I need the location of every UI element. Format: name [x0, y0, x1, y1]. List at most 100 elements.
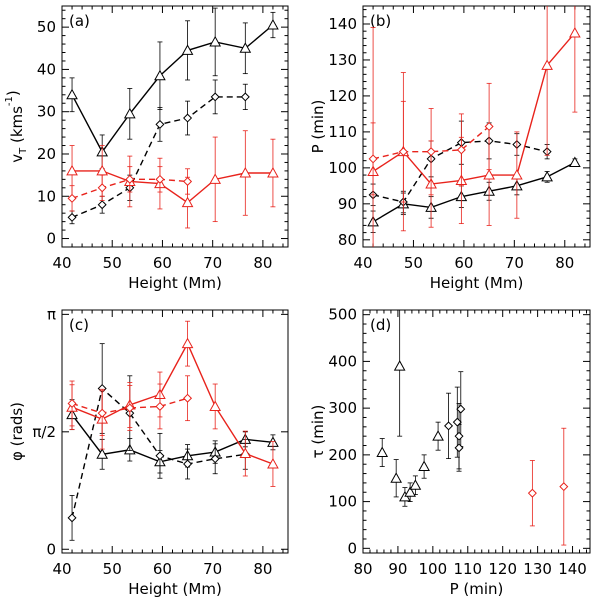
plot-frame: [61, 309, 289, 554]
series-line: [71, 96, 246, 219]
y-tick-label: 90: [338, 195, 357, 213]
diamond-marker: [444, 421, 454, 431]
diamond-marker: [210, 92, 220, 102]
diamond-marker: [456, 404, 466, 414]
x-axis-label: Height (Mm): [128, 274, 222, 292]
y-tick-label: 100: [328, 159, 357, 177]
diamond-marker: [67, 513, 77, 523]
panel-label: (a): [69, 12, 90, 30]
diamond-marker: [484, 121, 494, 132]
series-red-solid-triangle: [367, 6, 581, 247]
triangle-marker: [181, 44, 194, 55]
diamond-marker: [456, 145, 466, 155]
y-tick-label: 130: [328, 51, 357, 69]
y-axis-label: vT (kms-1): [4, 90, 29, 163]
x-tick-label: 50: [103, 254, 122, 272]
y-tick-label: 100: [328, 493, 357, 511]
x-tick-label: 130: [523, 560, 552, 578]
x-tick-label: 80: [555, 254, 574, 272]
x-tick-label: 100: [419, 560, 448, 578]
x-tick-label: 40: [52, 254, 71, 272]
x-tick-label: 140: [558, 560, 587, 578]
y-axis-label-sub: T: [18, 147, 29, 155]
triangle-marker: [418, 460, 430, 472]
triangle-marker: [209, 173, 222, 184]
x-tick-label: 50: [103, 560, 122, 578]
triangle-marker: [239, 166, 252, 178]
series-line: [372, 125, 490, 160]
series-black-solid-triangle: [66, 7, 279, 170]
y-axis-label: φ (rads): [8, 402, 26, 461]
y-tick-label: 30: [37, 103, 56, 121]
series-line: [372, 32, 576, 185]
series-line: [71, 397, 188, 414]
triangle-marker: [390, 472, 403, 483]
diamond-marker: [183, 393, 193, 403]
diamond-marker: [97, 183, 107, 193]
y-tick-label: 40: [37, 60, 56, 78]
series-line: [71, 24, 274, 154]
series-black-triangle: [376, 310, 444, 507]
panel-a: 40 50 60 70 80 0 10 20 30 40 50 Height (Mm) vT (kms-…: [4, 5, 289, 292]
y-axis-label-main: v: [8, 154, 26, 163]
x-tick-label: 90: [388, 560, 407, 578]
panel-label: (d): [370, 316, 391, 334]
y-tick-label: 300: [328, 399, 357, 417]
triangle-marker: [511, 169, 523, 180]
triangle-marker: [393, 360, 406, 371]
diamond-marker: [97, 408, 107, 418]
series-black-dashed-diamond: [67, 343, 250, 541]
triangle-marker: [96, 448, 109, 459]
diamond-marker: [240, 92, 250, 102]
series-black-solid-triangle: [367, 156, 581, 234]
x-tick-label: 60: [454, 254, 473, 272]
x-tick-label: 60: [153, 254, 172, 272]
diamond-marker: [125, 174, 135, 184]
x-tick-label: 70: [203, 560, 222, 578]
triangle-marker: [66, 164, 78, 176]
y-tick-label: 80: [338, 231, 357, 249]
panel-d: 80 90 100 110 120 130 140 0 100 200 300 400 500 P (mi…: [309, 306, 591, 598]
y-tick-label: π/2: [32, 423, 56, 441]
x-tick-label: 60: [153, 560, 172, 578]
diamond-marker: [398, 147, 408, 157]
y-tick-label: 0: [46, 540, 56, 558]
series-black-dashed-diamond: [67, 79, 250, 225]
diamond-marker: [210, 454, 220, 464]
diamond-marker: [454, 431, 464, 441]
y-axis-label: P (min): [309, 100, 327, 154]
y-tick-label: π: [47, 305, 56, 323]
x-axis-label: Height (Mm): [430, 274, 524, 292]
series-red-diamond: [527, 427, 569, 546]
y-tick-label: 120: [328, 87, 357, 105]
diamond-marker: [559, 482, 569, 492]
y-tick-label: 400: [328, 352, 357, 370]
triangle-marker: [569, 26, 581, 38]
panel-label: (c): [69, 316, 89, 334]
x-tick-label: 40: [52, 560, 71, 578]
triangle-marker: [541, 170, 553, 182]
y-tick-label: 0: [347, 539, 357, 557]
x-tick-label: 80: [253, 560, 272, 578]
triangle-marker: [483, 169, 495, 180]
triangle-marker: [267, 457, 279, 469]
plot-frame: [362, 309, 591, 554]
x-axis-label: Height (Mm): [128, 580, 222, 598]
panel-c: 40 50 60 70 80 0 π/2 π Height (Mm) φ (rads) (c): [8, 305, 289, 598]
diamond-marker: [527, 488, 537, 498]
triangle-marker: [569, 156, 581, 167]
panel-b: 40 50 60 70 80 80 90 100 110 120 130 140 Height (Mm)…: [309, 5, 591, 292]
triangle-marker: [267, 166, 279, 178]
triangle-marker: [239, 42, 252, 53]
x-tick-label: 40: [353, 254, 372, 272]
triangle-marker: [209, 400, 222, 411]
y-axis-label: τ (min): [309, 405, 327, 459]
triangle-marker: [541, 59, 553, 70]
series-line: [71, 414, 274, 463]
triangle-marker: [66, 88, 78, 100]
triangle-marker: [239, 447, 252, 459]
series-red-dashed-diamond: [67, 375, 193, 437]
diamond-marker: [183, 459, 193, 469]
panel-label: (b): [370, 12, 391, 30]
series-red-dashed-diamond: [67, 166, 193, 212]
